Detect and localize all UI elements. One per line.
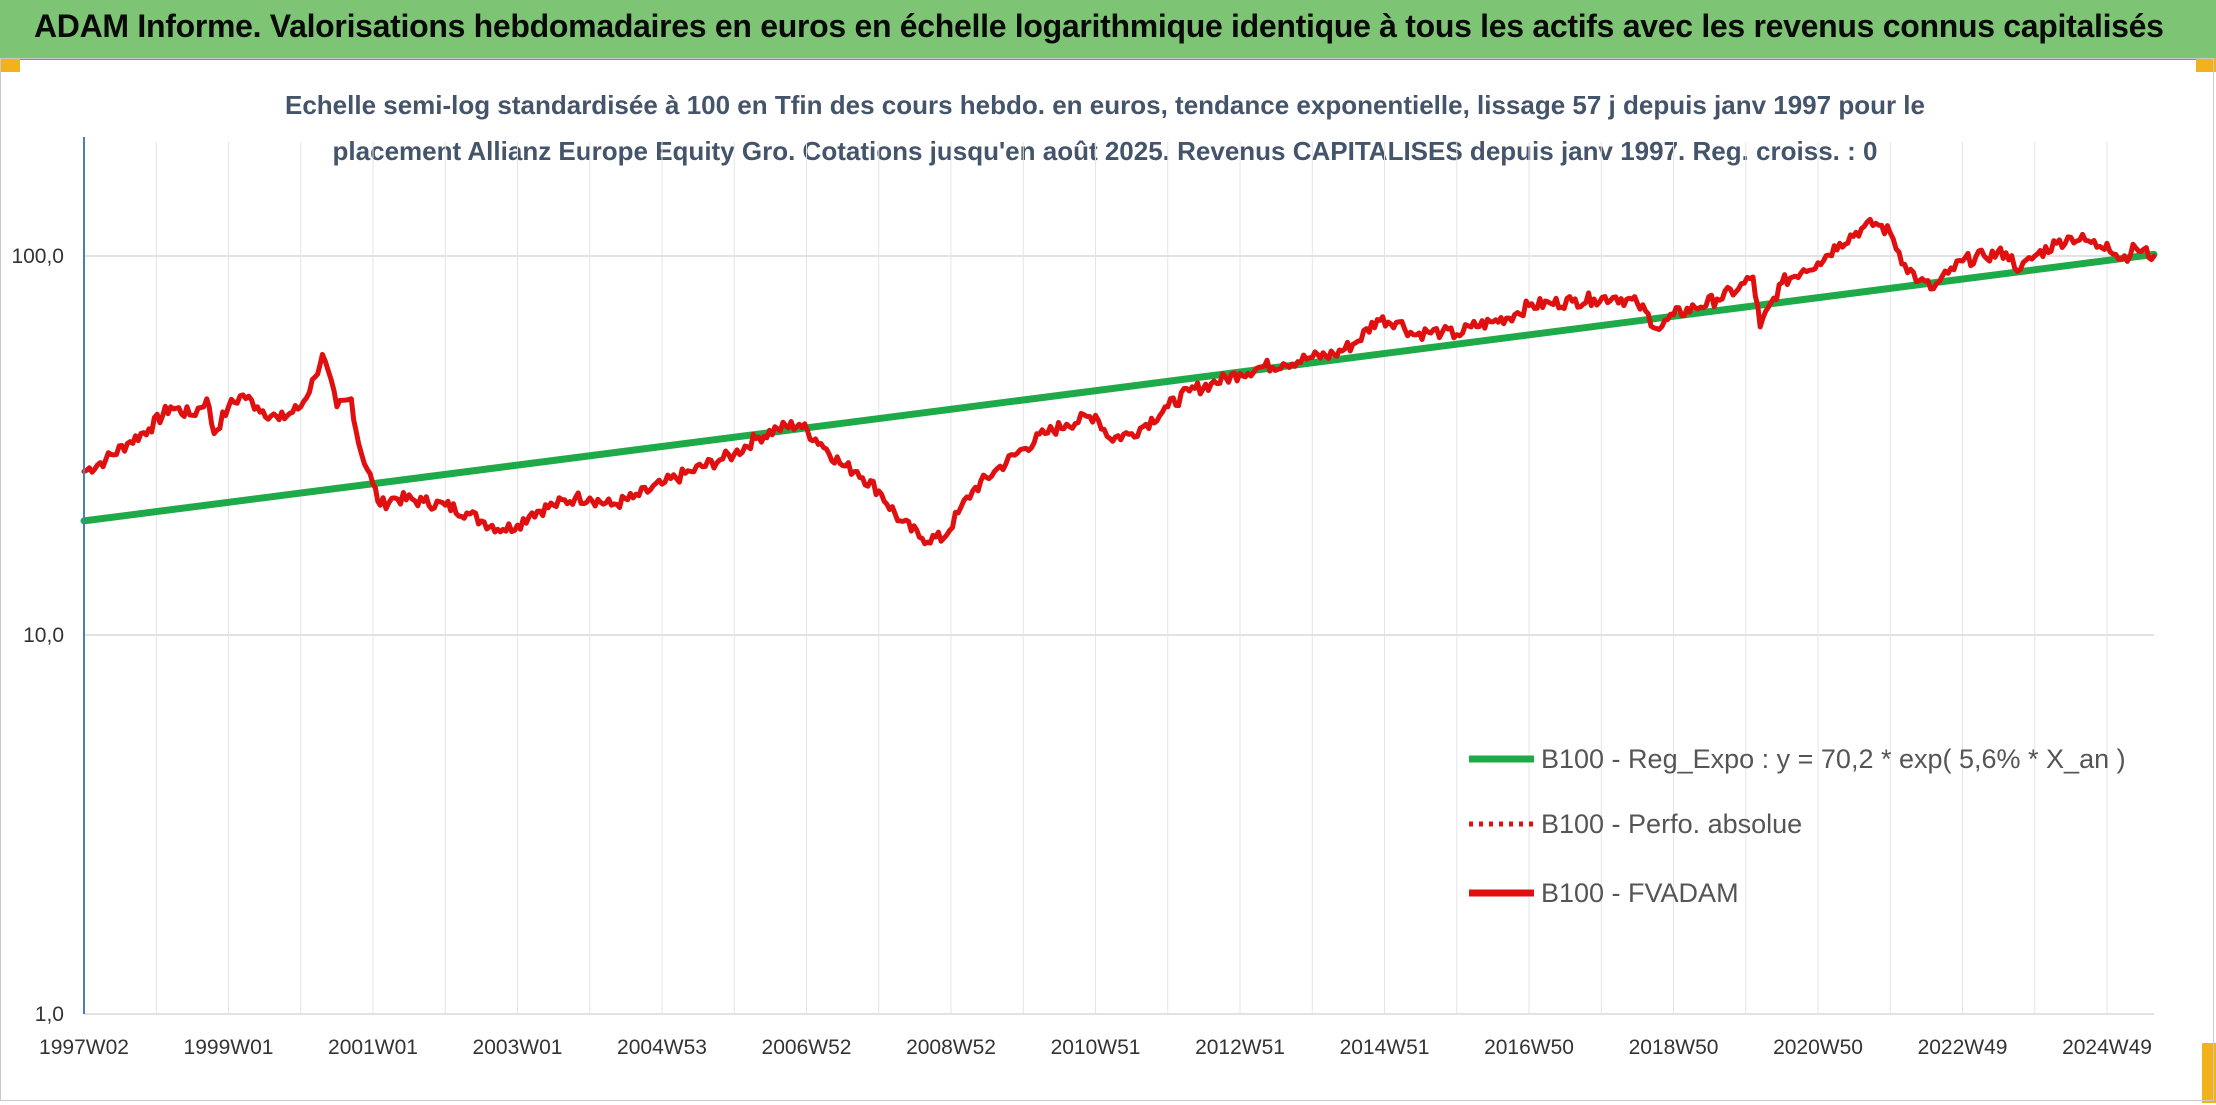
x-tick-label: 2004W53 xyxy=(617,1036,707,1059)
x-tick-label: 2008W52 xyxy=(906,1036,996,1059)
page-title: ADAM Informe. Valorisations hebdomadaire… xyxy=(34,8,2164,44)
fvadam-line xyxy=(81,216,2157,547)
x-tick-label: 2018W50 xyxy=(1629,1036,1719,1059)
chart-frame: Echelle semi-log standardisée à 100 en T… xyxy=(0,58,2214,1101)
legend: B100 - Reg_Expo : y = 70,2 * exp( 5,6% *… xyxy=(1469,744,2126,908)
series-lines xyxy=(80,216,2158,547)
x-tick-label: 2014W51 xyxy=(1340,1036,1430,1059)
legend-label: B100 - Reg_Expo : y = 70,2 * exp( 5,6% *… xyxy=(1541,744,2126,774)
x-tick-label: 1997W02 xyxy=(39,1036,129,1059)
x-tick-label: 2006W52 xyxy=(762,1036,852,1059)
trend-line xyxy=(80,250,2158,525)
corner-mark-left xyxy=(0,58,20,72)
y-tick-label: 1,0 xyxy=(35,1003,64,1026)
header-bar: ADAM Informe. Valorisations hebdomadaire… xyxy=(0,0,2216,60)
legend-label: B100 - FVADAM xyxy=(1541,878,1739,908)
x-tick-label: 2001W01 xyxy=(328,1036,418,1059)
y-tick-label: 10,0 xyxy=(23,624,64,647)
x-tick-label: 2024W49 xyxy=(2062,1036,2152,1059)
x-tick-label: 2010W51 xyxy=(1051,1036,1141,1059)
y-axis-ticks: 1,0 10,0 100,0 xyxy=(11,245,64,1026)
gridlines xyxy=(83,142,2154,1015)
x-tick-label: 2003W01 xyxy=(473,1036,563,1059)
x-tick-label: 1999W01 xyxy=(184,1036,274,1059)
x-tick-label: 2012W51 xyxy=(1195,1036,1285,1059)
chart-svg: Echelle semi-log standardisée à 100 en T… xyxy=(11,90,2158,1059)
x-tick-label: 2022W49 xyxy=(1918,1036,2008,1059)
corner-mark-right xyxy=(2196,58,2216,72)
y-tick-label: 100,0 xyxy=(11,245,64,268)
legend-label: B100 - Perfo. absolue xyxy=(1541,809,1802,839)
corner-mark-bottom-right xyxy=(2202,1043,2216,1103)
chart-subtitle-line2: placement Allianz Europe Equity Gro. Cot… xyxy=(333,136,1878,166)
x-tick-label: 2016W50 xyxy=(1484,1036,1574,1059)
chart-subtitle-line1: Echelle semi-log standardisée à 100 en T… xyxy=(285,90,1925,120)
x-tick-label: 2020W50 xyxy=(1773,1036,1863,1059)
x-axis-ticks: 1997W02 1999W01 2001W01 2003W01 2004W53 2006W… xyxy=(39,1036,2152,1059)
